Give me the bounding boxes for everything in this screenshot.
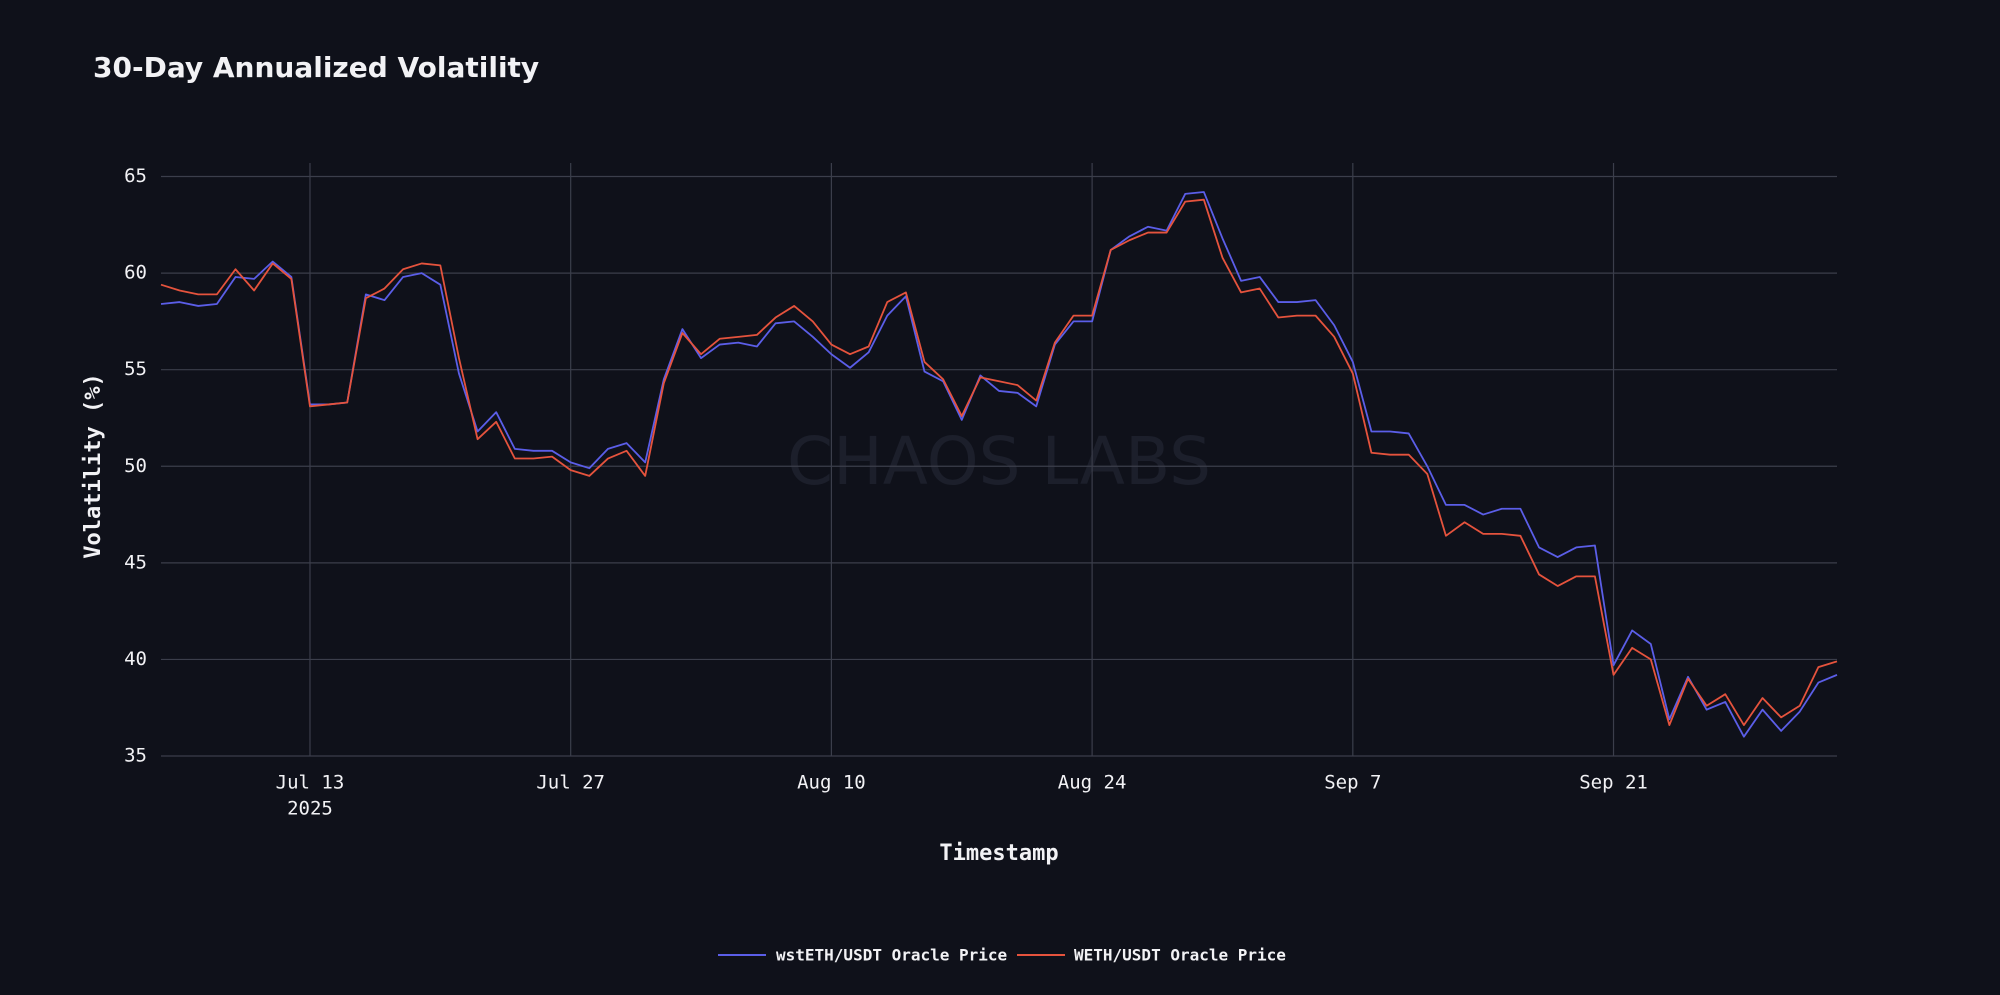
legend-label: wstETH/USDT Oracle Price [776,946,1007,965]
series-line [160,191,1838,738]
y-tick-label: 40 [124,648,147,670]
series-line [160,198,1838,726]
x-tick-label: Jul 27 [536,772,605,794]
y-tick-label: 45 [124,551,147,573]
x-tick-label: Aug 10 [797,772,866,794]
x-axis-label: Timestamp [939,841,1058,866]
y-tick-label: 55 [124,358,147,380]
y-tick-label: 60 [124,262,147,284]
y-tick-label: 35 [124,745,147,767]
legend: wstETH/USDT Oracle Price WETH/USDT Oracle… [718,946,1286,965]
y-tick-label: 65 [124,165,147,187]
y-tick-label: 50 [124,455,147,477]
x-year-label: 2025 [287,798,333,820]
watermark: CHAOS LABS [787,423,1211,500]
x-tick-label: Jul 13 [276,772,345,794]
x-tick-label: Aug 24 [1058,772,1127,794]
chart-title: 30-Day Annualized Volatility [93,51,539,84]
y-axis-label: Volatility (%) [81,373,106,558]
x-tick-label: Sep 7 [1324,772,1381,794]
x-tick-label: Sep 21 [1579,772,1648,794]
legend-label: WETH/USDT Oracle Price [1074,946,1286,965]
